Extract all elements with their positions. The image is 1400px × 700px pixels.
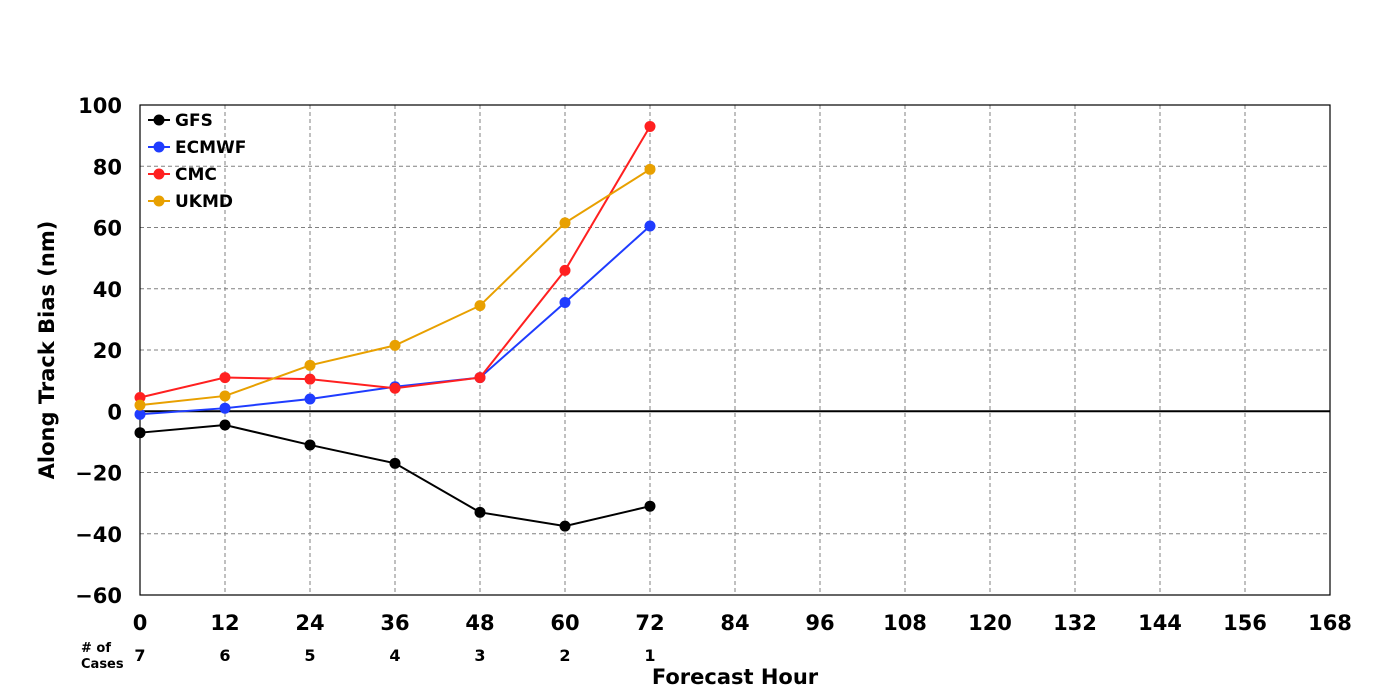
x-tick-label: 144 <box>1138 611 1182 635</box>
cases-count: 2 <box>559 646 570 665</box>
y-tick-label: −60 <box>75 584 122 608</box>
grid <box>140 105 1330 595</box>
data-point-ukmd <box>474 300 486 312</box>
x-tick-label: 60 <box>550 611 579 635</box>
cases-count: 4 <box>389 646 400 665</box>
x-tick-label: 0 <box>133 611 148 635</box>
x-axis-title: Forecast Hour <box>652 665 819 689</box>
cases-label-line1: # of <box>81 641 111 656</box>
x-tick-label: 108 <box>883 611 927 635</box>
x-tick-label: 48 <box>465 611 494 635</box>
data-point-cmc <box>644 120 656 132</box>
legend-swatch-marker <box>153 141 165 153</box>
y-tick-label: 100 <box>78 94 122 118</box>
data-point-cmc <box>559 264 571 276</box>
series-line-gfs <box>139 424 651 528</box>
data-point-cmc <box>219 372 231 384</box>
x-tick-label: 120 <box>968 611 1012 635</box>
data-point-cmc <box>474 372 486 384</box>
data-point-cmc <box>134 391 146 403</box>
x-tick-label: 72 <box>635 611 664 635</box>
data-point-ukmd <box>134 399 146 411</box>
legend-swatch-marker <box>153 195 165 207</box>
legend-swatch-marker <box>153 168 165 180</box>
y-tick-label: 60 <box>93 217 122 241</box>
cases-count: 5 <box>304 646 315 665</box>
x-tick-label: 36 <box>380 611 409 635</box>
x-tick-label: 24 <box>295 611 324 635</box>
legend-label: UKMD <box>175 192 233 212</box>
legend-item-ukmd: UKMD <box>148 192 233 212</box>
data-point-ecmwf <box>644 220 656 232</box>
data-point-ukmd <box>559 217 571 229</box>
data-point-gfs <box>389 457 401 469</box>
data-point-gfs <box>474 506 486 518</box>
cases-label-line2: Cases <box>81 657 124 672</box>
data-point-ukmd <box>219 390 231 402</box>
cases-count: 7 <box>134 646 145 665</box>
data-point-ukmd <box>304 359 316 371</box>
data-point-gfs <box>304 439 316 451</box>
legend-label: CMC <box>175 165 217 185</box>
x-tick-label: 132 <box>1053 611 1097 635</box>
y-tick-label: 0 <box>107 400 122 424</box>
data-point-ukmd <box>644 163 656 175</box>
x-axis-ticks: 0 12 24 36 48 60 72 84 96 108 120 132 144 156 168 <box>133 611 1352 635</box>
data-point-cmc <box>389 382 401 394</box>
x-tick-label: 84 <box>720 611 749 635</box>
data-point-ukmd <box>389 339 401 351</box>
data-point-gfs <box>559 520 571 532</box>
y-tick-label: −20 <box>75 462 122 486</box>
data-point-ecmwf <box>304 393 316 405</box>
data-point-gfs <box>134 427 146 439</box>
legend-item-ecmwf: ECMWF <box>148 138 246 158</box>
y-tick-label: 80 <box>93 155 122 179</box>
data-point-ecmwf <box>134 408 146 420</box>
series-gfs <box>134 419 656 532</box>
cases-count: 3 <box>474 646 485 665</box>
legend: GFS ECMWF CMC UKMD <box>148 111 246 212</box>
data-point-gfs <box>644 500 656 512</box>
series-ukmd <box>134 163 656 411</box>
plot-frame <box>139 104 1331 596</box>
x-tick-label: 168 <box>1308 611 1352 635</box>
data-point-ecmwf <box>219 402 231 414</box>
cases-count: 6 <box>219 646 230 665</box>
series-cmc <box>134 120 656 403</box>
legend-label: GFS <box>175 111 213 131</box>
y-tick-label: −40 <box>75 523 122 547</box>
y-tick-label: 20 <box>93 339 122 363</box>
x-tick-label: 96 <box>805 611 834 635</box>
data-point-cmc <box>304 373 316 385</box>
y-axis-title: Along Track Bias (nm) <box>35 221 59 480</box>
y-axis-ticks: 100 80 60 40 20 0 −20 −40 −60 <box>75 94 122 608</box>
x-tick-label: 156 <box>1223 611 1267 635</box>
cases-count: 1 <box>644 646 655 665</box>
data-point-ecmwf <box>559 297 571 309</box>
series <box>134 120 656 532</box>
legend-item-gfs: GFS <box>148 111 213 131</box>
y-tick-label: 40 <box>93 278 122 302</box>
legend-swatch-marker <box>153 114 165 126</box>
data-point-gfs <box>219 419 231 431</box>
legend-label: ECMWF <box>175 138 246 158</box>
x-tick-label: 12 <box>210 611 239 635</box>
legend-item-cmc: CMC <box>148 165 217 185</box>
